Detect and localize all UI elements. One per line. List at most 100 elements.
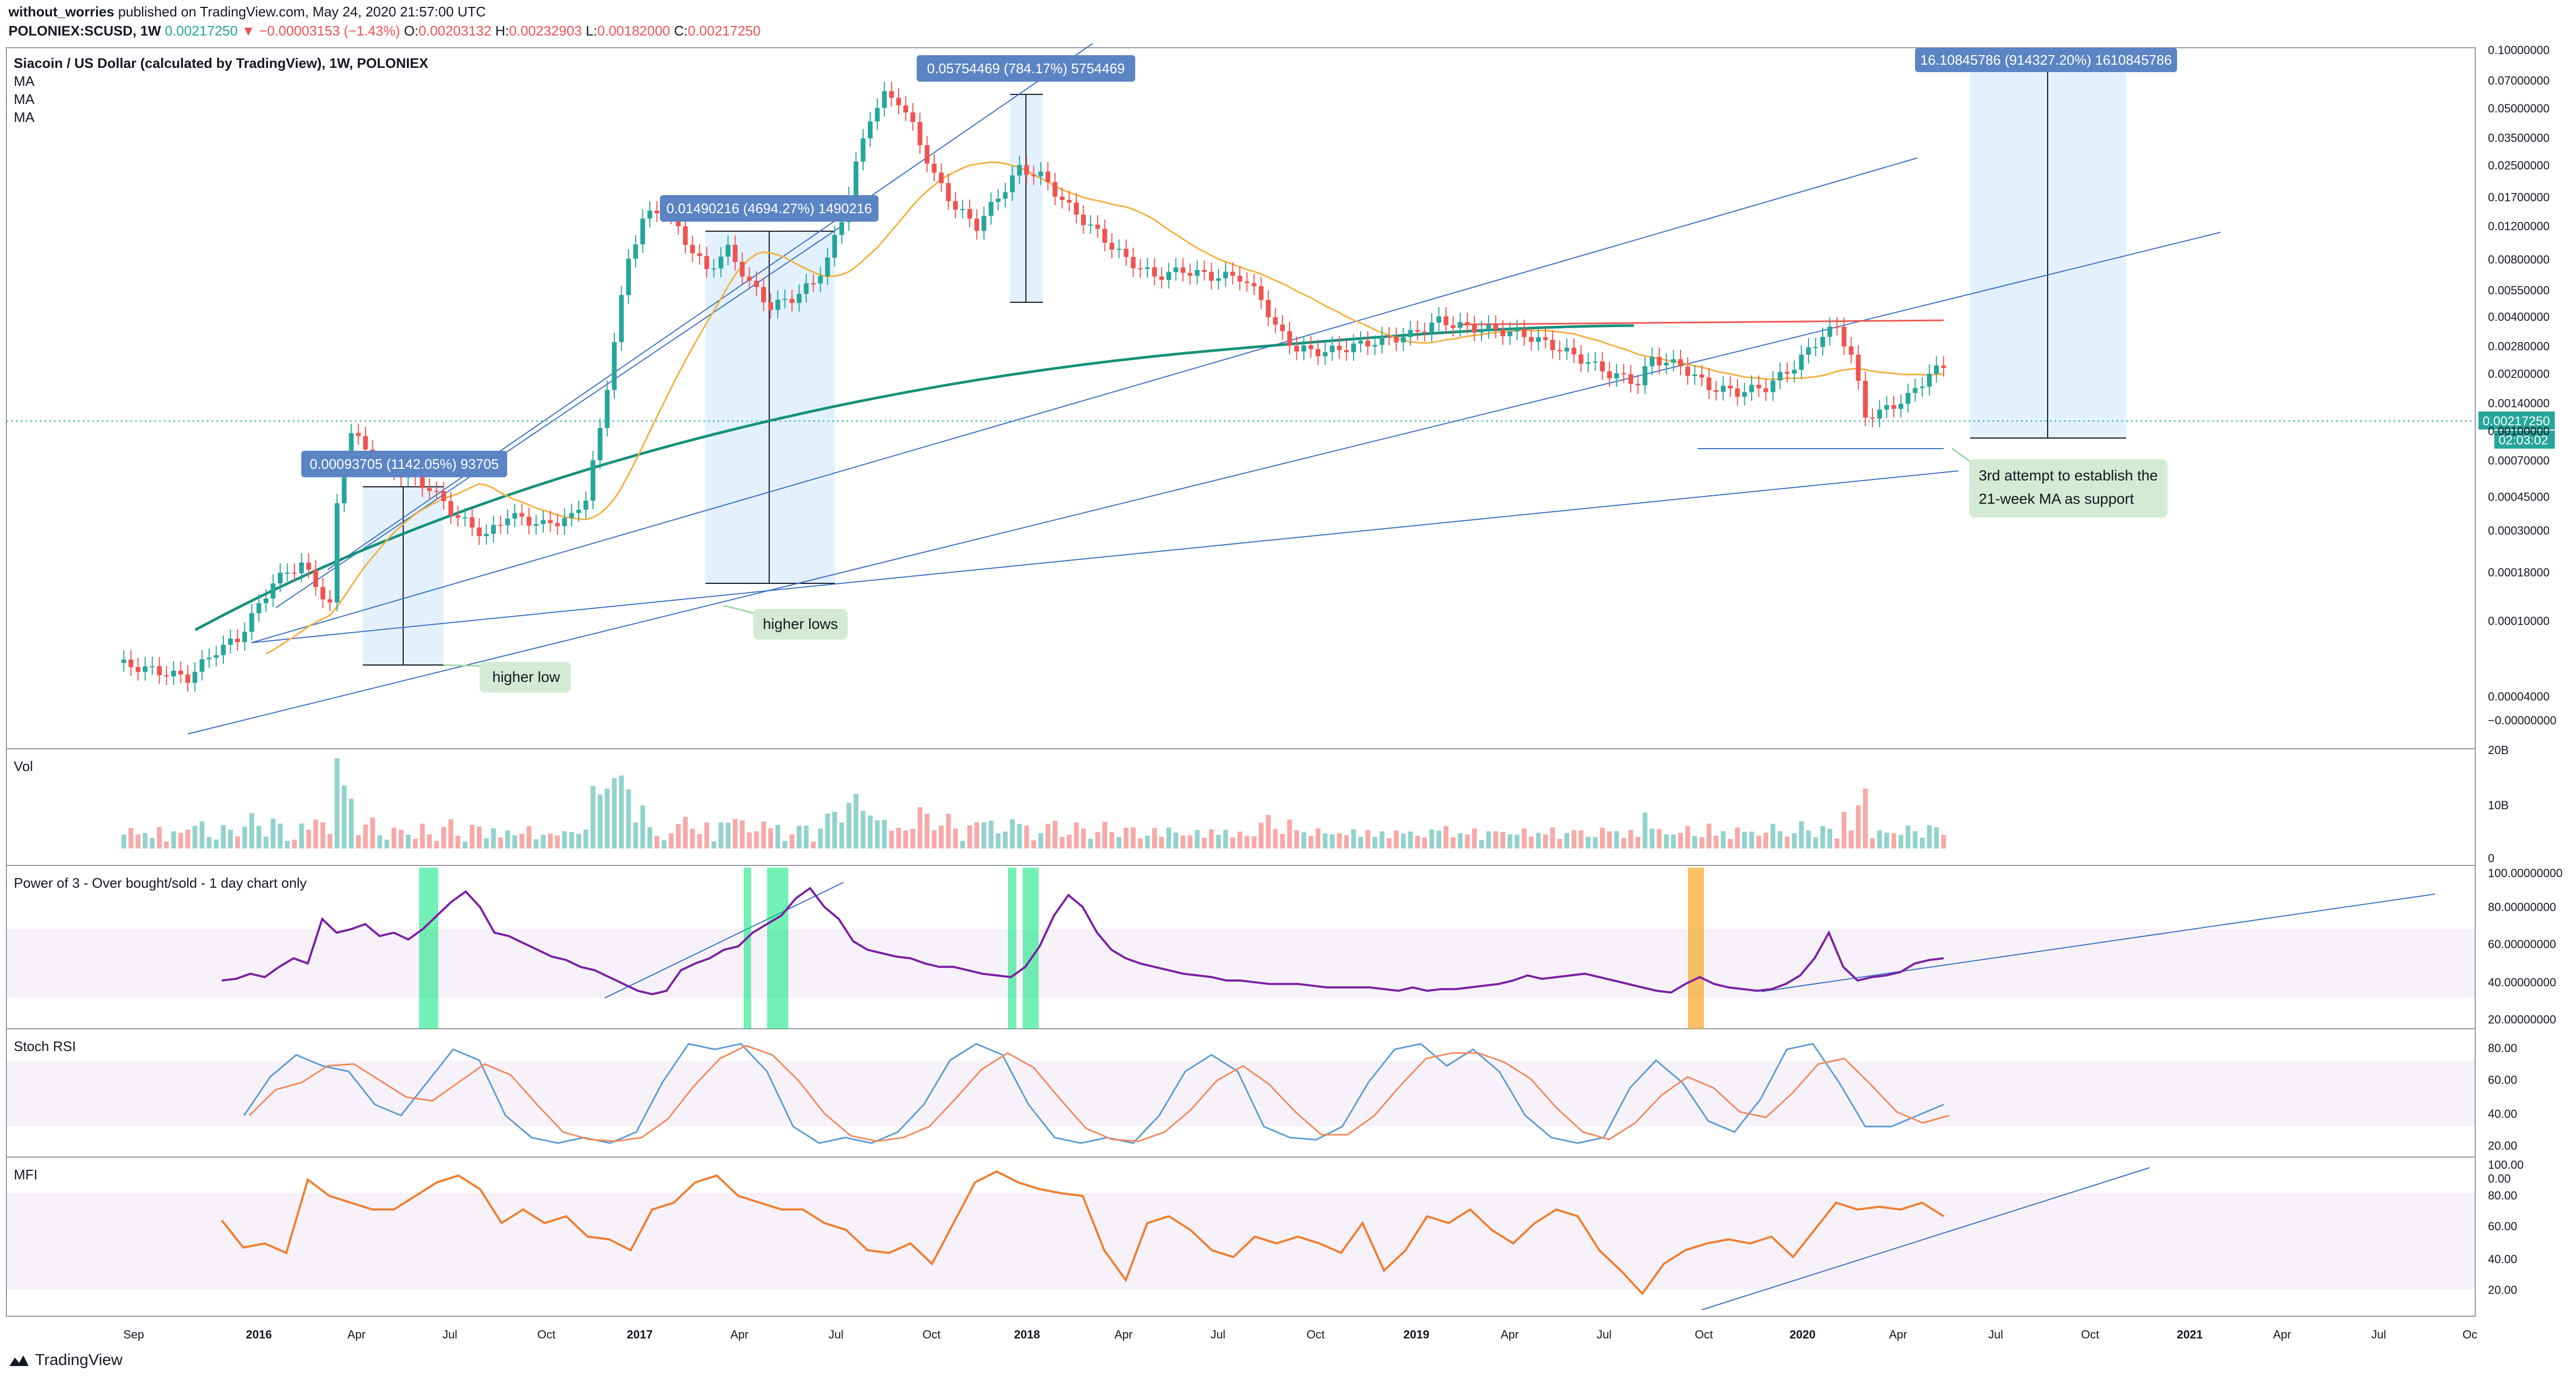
candle-body bbox=[1024, 165, 1029, 175]
candle-body bbox=[605, 390, 610, 428]
volume-bar bbox=[697, 834, 702, 848]
power-of-3-line bbox=[221, 887, 1944, 995]
y-tick-label: 0.00800000 bbox=[2488, 253, 2549, 266]
volume-bar bbox=[1692, 836, 1698, 848]
volume-bar bbox=[576, 834, 581, 848]
stoch-band bbox=[6, 1061, 2475, 1126]
candle-body bbox=[1344, 350, 1349, 353]
candle-body bbox=[235, 638, 240, 642]
volume-bar bbox=[1856, 805, 1861, 848]
candle-body bbox=[277, 572, 283, 584]
candle-body bbox=[1515, 329, 1520, 332]
volume-bar bbox=[1443, 826, 1449, 848]
volume-bar bbox=[1436, 830, 1441, 848]
volume-bar bbox=[1628, 830, 1633, 848]
volume-bar bbox=[782, 841, 788, 848]
candle-body bbox=[1017, 165, 1022, 176]
chart-canvas[interactable]: Siacoin / US Dollar (calculated by Tradi… bbox=[0, 43, 2576, 1353]
candle-body bbox=[1408, 330, 1413, 337]
volume-bar bbox=[455, 835, 460, 848]
pane-y-tick: 20.00 bbox=[2488, 1139, 2517, 1152]
volume-bar bbox=[1749, 831, 1754, 848]
candle-body bbox=[1443, 316, 1449, 326]
volume-bar bbox=[882, 819, 887, 848]
candle-body bbox=[1422, 331, 1428, 333]
ma21-polyline bbox=[265, 161, 1944, 655]
candle-body bbox=[192, 671, 197, 683]
pane-frames bbox=[6, 47, 2476, 1317]
candle-body bbox=[512, 513, 517, 519]
volume-bar bbox=[427, 834, 432, 848]
y-tick-label: 0.01200000 bbox=[2488, 220, 2549, 233]
volume-bar bbox=[967, 825, 972, 848]
volume-bar bbox=[597, 794, 603, 848]
pane-y-tick: 0.00 bbox=[2488, 1172, 2511, 1185]
candle-body bbox=[1763, 388, 1769, 392]
volume-bar bbox=[1202, 837, 1207, 848]
volume-bar bbox=[199, 821, 205, 848]
volume-bar bbox=[1720, 831, 1726, 848]
y-tick-label: 0.00018000 bbox=[2488, 566, 2549, 579]
candle-body bbox=[498, 524, 503, 526]
volume-bar bbox=[476, 826, 482, 848]
symbol-label[interactable]: POLONIEX:SCUSD, 1W bbox=[8, 23, 161, 39]
volume-bar bbox=[1230, 837, 1235, 848]
y-tick-label: 0.00100000 bbox=[2488, 425, 2549, 438]
main-chart-title: Siacoin / US Dollar (calculated by Tradi… bbox=[14, 55, 429, 71]
candle-body bbox=[1038, 171, 1043, 177]
author-name[interactable]: without_worries bbox=[8, 4, 115, 20]
volume-bar bbox=[683, 817, 688, 848]
y-tick-label: 0.00030000 bbox=[2488, 524, 2549, 537]
countdown-flag: 02:03:02 bbox=[2499, 433, 2548, 448]
volume-bar bbox=[135, 834, 141, 848]
candle-body bbox=[1045, 171, 1050, 182]
candle-body bbox=[1472, 325, 1477, 333]
volume-bar bbox=[590, 786, 596, 848]
volume-bar bbox=[505, 830, 510, 848]
volume-bar bbox=[1586, 837, 1591, 848]
candle-body bbox=[1308, 345, 1313, 349]
candle-body bbox=[1621, 373, 1626, 374]
volume-bar bbox=[768, 828, 773, 848]
volume-bar bbox=[1791, 833, 1797, 848]
candle-body bbox=[1607, 371, 1612, 379]
volume-bar bbox=[946, 813, 951, 848]
volume-bar bbox=[434, 841, 439, 848]
change-value: ▼ −0.00003153 (−1.43%) bbox=[241, 23, 401, 39]
candle-body bbox=[1536, 337, 1541, 342]
volume-bar bbox=[263, 836, 268, 848]
candle-body bbox=[597, 427, 603, 461]
y-axis: 0.10000000 0.07000000 0.05000000 0.03500000… bbox=[2488, 43, 2563, 1297]
volume-bar bbox=[1763, 833, 1769, 848]
candle-body bbox=[967, 209, 972, 219]
volume-bar bbox=[1223, 830, 1228, 848]
volume-bar bbox=[1422, 837, 1428, 848]
candle-body bbox=[754, 281, 759, 287]
x-tick-label: Jul bbox=[1597, 1328, 1612, 1341]
candle-body bbox=[932, 163, 937, 173]
volume-bar bbox=[121, 834, 126, 848]
candle-body bbox=[718, 256, 724, 269]
candle-body bbox=[363, 436, 368, 450]
candle-body bbox=[1116, 249, 1121, 250]
pane-y-tick: 100.00 bbox=[2488, 1158, 2523, 1171]
candle-body bbox=[1387, 336, 1392, 337]
candle-body bbox=[356, 433, 361, 436]
volume-bar bbox=[1159, 836, 1164, 848]
volume-bar bbox=[804, 825, 809, 848]
y-tick-label: 0.00550000 bbox=[2488, 284, 2549, 297]
candle-body bbox=[1081, 214, 1086, 225]
volume-bar bbox=[1429, 829, 1434, 848]
candle-body bbox=[875, 108, 880, 121]
volume-bar bbox=[1664, 834, 1669, 848]
candle-body bbox=[1557, 350, 1562, 352]
candle-body bbox=[889, 91, 894, 98]
candle-body bbox=[1358, 340, 1363, 344]
candle-body bbox=[796, 294, 802, 303]
tradingview-brand[interactable]: TradingView bbox=[8, 1351, 123, 1369]
candle-body bbox=[1778, 372, 1783, 381]
volume-bar bbox=[512, 835, 517, 848]
volume-bar bbox=[818, 828, 823, 848]
volume-bar bbox=[910, 829, 916, 848]
x-tick-label: Oct bbox=[1307, 1328, 1325, 1341]
